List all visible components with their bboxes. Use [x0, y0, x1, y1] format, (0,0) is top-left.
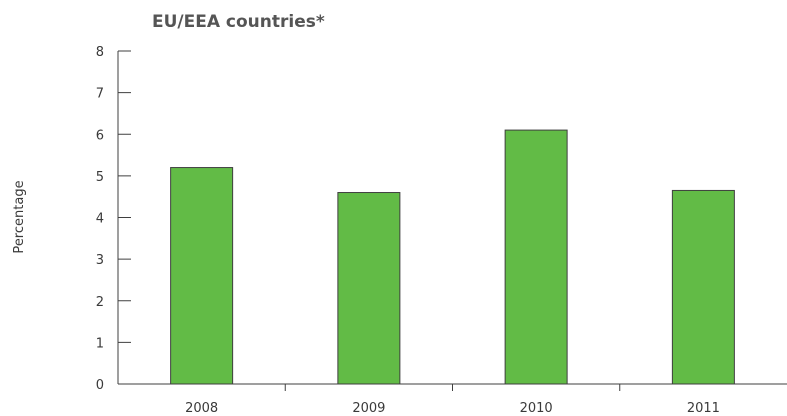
y-tick-label: 7	[96, 87, 104, 102]
y-tick-label: 8	[96, 45, 104, 60]
x-tick-label: 2011	[687, 401, 720, 416]
bar-2008	[170, 167, 234, 385]
x-tick-label: 2010	[520, 401, 553, 416]
y-tick-label: 1	[96, 336, 104, 351]
y-axis: 0 1 2 3 4 5 6 7 8	[96, 45, 131, 393]
x-tick-label: 2008	[185, 401, 218, 416]
x-tick-label: 2009	[352, 401, 385, 416]
y-axis-label: Percentage	[12, 180, 27, 253]
bar-2009	[337, 192, 401, 385]
y-tick-label: 5	[96, 170, 104, 185]
chart-title: EU/EEA countries*	[152, 12, 325, 32]
y-tick-label: 2	[96, 295, 104, 310]
y-tick-label: 0	[96, 378, 104, 393]
bar-2010	[504, 129, 568, 385]
x-axis: 2008 2009 2010 2011	[118, 383, 787, 416]
bar-series	[170, 129, 735, 385]
y-tick-label: 6	[96, 128, 104, 143]
bar-2011	[671, 189, 735, 385]
y-tick-label: 3	[96, 253, 104, 268]
y-tick-label: 4	[96, 212, 104, 227]
